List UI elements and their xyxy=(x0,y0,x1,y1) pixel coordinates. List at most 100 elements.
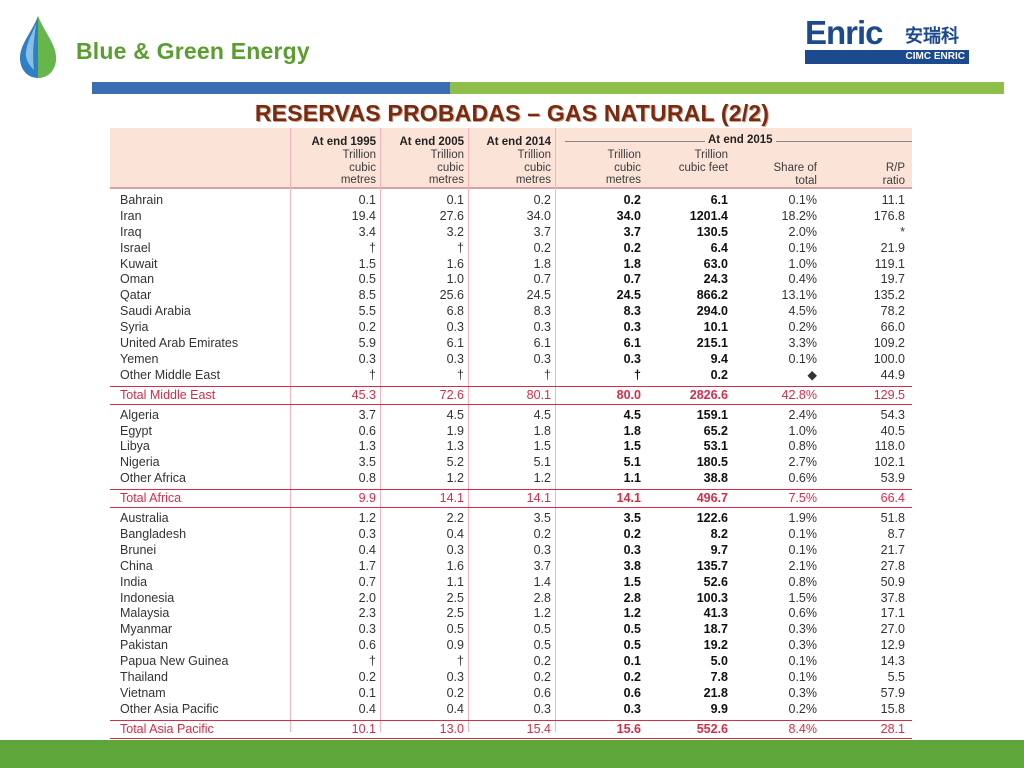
country-name: Libya xyxy=(120,439,150,454)
cell-value: 21.7 xyxy=(880,542,905,557)
cell-value: 0.2% xyxy=(788,320,818,335)
cell-value: 63.0 xyxy=(703,256,728,271)
table-row: Australia 1.2 2.2 3.5 3.5 122.6 1.9% 51.8 xyxy=(110,510,912,526)
country-name: Nigeria xyxy=(120,455,160,470)
cell-value: 0.2 xyxy=(533,527,551,542)
country-name: Kuwait xyxy=(120,256,158,271)
cell-value: 10.1 xyxy=(703,320,728,335)
cell-value: 10.1 xyxy=(351,721,376,736)
cell-value: 1.7 xyxy=(358,558,376,573)
country-name: Total Asia Pacific xyxy=(120,721,214,736)
cell-value: 18.2% xyxy=(781,208,817,223)
cell-value: 40.5 xyxy=(880,423,905,438)
cell-value: 0.1% xyxy=(788,542,818,557)
cell-value: 0.1% xyxy=(788,351,818,366)
cell-value: 15.4 xyxy=(526,721,551,736)
cell-value: 4.5 xyxy=(623,407,641,422)
cell-value: 0.5 xyxy=(623,638,641,653)
cell-value: 19.2 xyxy=(703,638,728,653)
cell-value: 8.4% xyxy=(788,721,818,736)
cell-value: 41.3 xyxy=(703,606,728,621)
cell-value: 50.9 xyxy=(880,574,905,589)
country-name: Australia xyxy=(120,511,169,526)
cell-value: 0.4 xyxy=(358,701,376,716)
cell-value: 159.1 xyxy=(696,407,728,422)
cell-value: 0.8% xyxy=(788,439,818,454)
cell-value: 0.3 xyxy=(623,320,641,335)
cell-value: 135.2 xyxy=(873,288,905,303)
table-row: China 1.7 1.6 3.7 3.8 135.7 2.1% 27.8 xyxy=(110,558,912,574)
cell-value: 66.4 xyxy=(880,491,905,506)
cell-value: 1.5 xyxy=(623,574,641,589)
cell-value: 15.8 xyxy=(880,701,905,716)
cell-value: 1.5% xyxy=(788,590,818,605)
cell-value: 5.5 xyxy=(358,304,376,319)
cell-value: 1.5 xyxy=(623,439,641,454)
cell-value: 0.2 xyxy=(533,654,551,669)
cell-value: 1.2 xyxy=(533,606,551,621)
cell-value: 0.8 xyxy=(358,471,376,486)
table-row: Pakistan 0.6 0.9 0.5 0.5 19.2 0.3% 12.9 xyxy=(110,637,912,653)
table-row: Bahrain 0.1 0.1 0.2 0.2 6.1 0.1% 11.1 xyxy=(110,192,912,208)
cell-value: 129.5 xyxy=(873,387,905,402)
cell-value: 1.2 xyxy=(446,471,464,486)
cell-value: 1.1 xyxy=(446,574,464,589)
cell-value: 0.1 xyxy=(358,685,376,700)
cell-value: 21.8 xyxy=(703,685,728,700)
cell-value: 1.5 xyxy=(533,439,551,454)
cell-value: 0.9 xyxy=(446,638,464,653)
cell-value: 0.1% xyxy=(788,670,818,685)
country-name: Iran xyxy=(120,208,142,223)
table-row: Other Asia Pacific 0.4 0.4 0.3 0.3 9.9 0.2% 15.… xyxy=(110,701,912,717)
cell-value: 19.7 xyxy=(880,272,905,287)
cell-value: 0.2 xyxy=(623,670,641,685)
cell-value: 552.6 xyxy=(696,721,728,736)
country-name: Saudi Arabia xyxy=(120,304,191,319)
cell-value: 0.3 xyxy=(533,320,551,335)
cell-value: 0.3 xyxy=(533,542,551,557)
column-year-2005: At end 2005 xyxy=(399,136,464,148)
cell-value: 7.8 xyxy=(710,670,728,685)
enric-logo: Enric 安瑞科 CIMC ENRIC xyxy=(805,16,971,64)
cell-value: 0.6 xyxy=(358,423,376,438)
cell-value: 9.7 xyxy=(710,542,728,557)
cell-value: 66.0 xyxy=(880,320,905,335)
cell-value: 51.8 xyxy=(880,511,905,526)
cell-value: 28.1 xyxy=(880,721,905,736)
cell-value: 25.6 xyxy=(439,288,464,303)
cell-value: 34.0 xyxy=(616,208,641,223)
table-row: Syria 0.2 0.3 0.3 0.3 10.1 0.2% 66.0 xyxy=(110,319,912,335)
cell-value: 118.0 xyxy=(874,439,905,454)
cell-value: 0.2 xyxy=(358,670,376,685)
cell-value: † xyxy=(634,367,641,382)
cell-value: 1.0 xyxy=(446,272,464,287)
cell-value: 119.1 xyxy=(874,256,905,271)
reserves-table: At end 2015 At end 1995 Trillion cubic m… xyxy=(110,128,912,739)
cell-value: 0.6% xyxy=(788,471,818,486)
table-row: Israel † † 0.2 0.2 6.4 0.1% 21.9 xyxy=(110,240,912,256)
water-drop-logo-icon xyxy=(20,16,56,78)
cell-value: 0.3 xyxy=(446,351,464,366)
cell-value: 8.5 xyxy=(358,288,376,303)
country-name: Malaysia xyxy=(120,606,170,621)
column-year-2014: At end 2014 xyxy=(486,136,551,148)
cell-value: 14.1 xyxy=(439,491,464,506)
cell-value: 0.4% xyxy=(788,272,818,287)
cell-value: 130.5 xyxy=(696,224,728,239)
cell-value: 2.0 xyxy=(358,590,376,605)
cell-value: 2.5 xyxy=(446,590,464,605)
cell-value: 80.0 xyxy=(616,387,641,402)
cell-value: 80.1 xyxy=(526,387,551,402)
cell-value: 0.5 xyxy=(533,638,551,653)
table-row: Thailand 0.2 0.3 0.2 0.2 7.8 0.1% 5.5 xyxy=(110,669,912,685)
country-name: China xyxy=(120,558,153,573)
cell-value: 7.5% xyxy=(788,491,818,506)
cell-value: 1.5 xyxy=(358,256,376,271)
cell-value: 0.7 xyxy=(358,574,376,589)
cell-value: 180.5 xyxy=(696,455,728,470)
table-total-row: Total Asia Pacific 10.1 13.0 15.4 15.6 552.6 8… xyxy=(110,719,912,739)
cell-value: 0.3% xyxy=(788,638,818,653)
brand-name: Blue & Green Energy xyxy=(76,38,310,64)
cell-value: † xyxy=(369,367,376,382)
table-row: Indonesia 2.0 2.5 2.8 2.8 100.3 1.5% 37.8 xyxy=(110,590,912,606)
